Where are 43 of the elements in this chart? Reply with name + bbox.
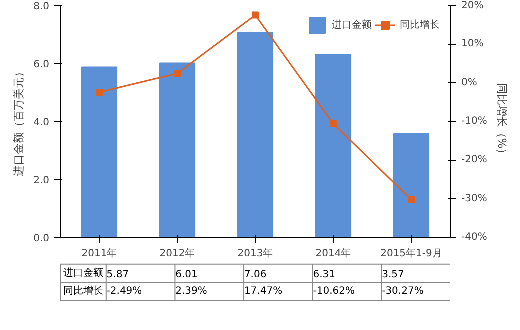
data-label: 6.01 xyxy=(176,269,198,280)
data-label: -10.62% xyxy=(313,286,356,298)
data-label: 5.87 xyxy=(106,269,130,280)
text: 进口金额 xyxy=(64,268,104,279)
text: 同比增长 xyxy=(64,286,104,298)
data-label: 2.39% xyxy=(176,286,208,298)
point xyxy=(174,70,181,78)
y-tick-label: 2.0 xyxy=(34,176,50,186)
bar xyxy=(393,133,430,238)
y-tick-label: 6.0 xyxy=(34,60,50,70)
x-tick-label: 2011年 xyxy=(82,248,118,260)
y-axis-title: 进口金额（百万美元） xyxy=(12,66,26,176)
data-label: 3.57 xyxy=(382,269,404,280)
point xyxy=(96,88,103,96)
data-label: 17.47% xyxy=(244,286,283,298)
bar xyxy=(315,54,352,238)
data-label: 6.31 xyxy=(313,269,336,280)
y2-tick-label: -40% xyxy=(462,232,488,243)
y2-tick-label: -30% xyxy=(462,193,488,204)
data-label: -30.27% xyxy=(382,286,424,298)
bar xyxy=(81,66,118,238)
point xyxy=(408,196,415,204)
data-label: -2.49% xyxy=(106,286,142,298)
point xyxy=(330,120,337,128)
x-tick-label: 2014年 xyxy=(316,248,352,260)
y2-tick-label: -20% xyxy=(462,154,488,166)
y2-axis-title: 同比增长（%） xyxy=(495,83,508,160)
bar xyxy=(159,62,196,238)
legend-label: 进口金额 xyxy=(332,18,372,32)
x-tick-label: 2012年 xyxy=(160,248,196,260)
point xyxy=(252,12,259,19)
y-tick-label: 8.0 xyxy=(34,2,50,12)
y-tick-label: 4.0 xyxy=(34,118,50,128)
y-tick-label: 0.0 xyxy=(34,234,50,244)
x-tick-label: 2015年1-9月 xyxy=(380,248,442,260)
y2-tick-label: 20% xyxy=(462,0,484,12)
bar xyxy=(237,32,274,238)
x-tick-label: 2013年 xyxy=(238,248,274,260)
y2-tick-label: 10% xyxy=(462,38,484,50)
y2-tick-label: -10% xyxy=(462,116,488,127)
data-label: 7.06 xyxy=(244,269,267,280)
legend-label: 同比增长 xyxy=(400,18,440,32)
y2-tick-label: 0% xyxy=(462,77,478,88)
